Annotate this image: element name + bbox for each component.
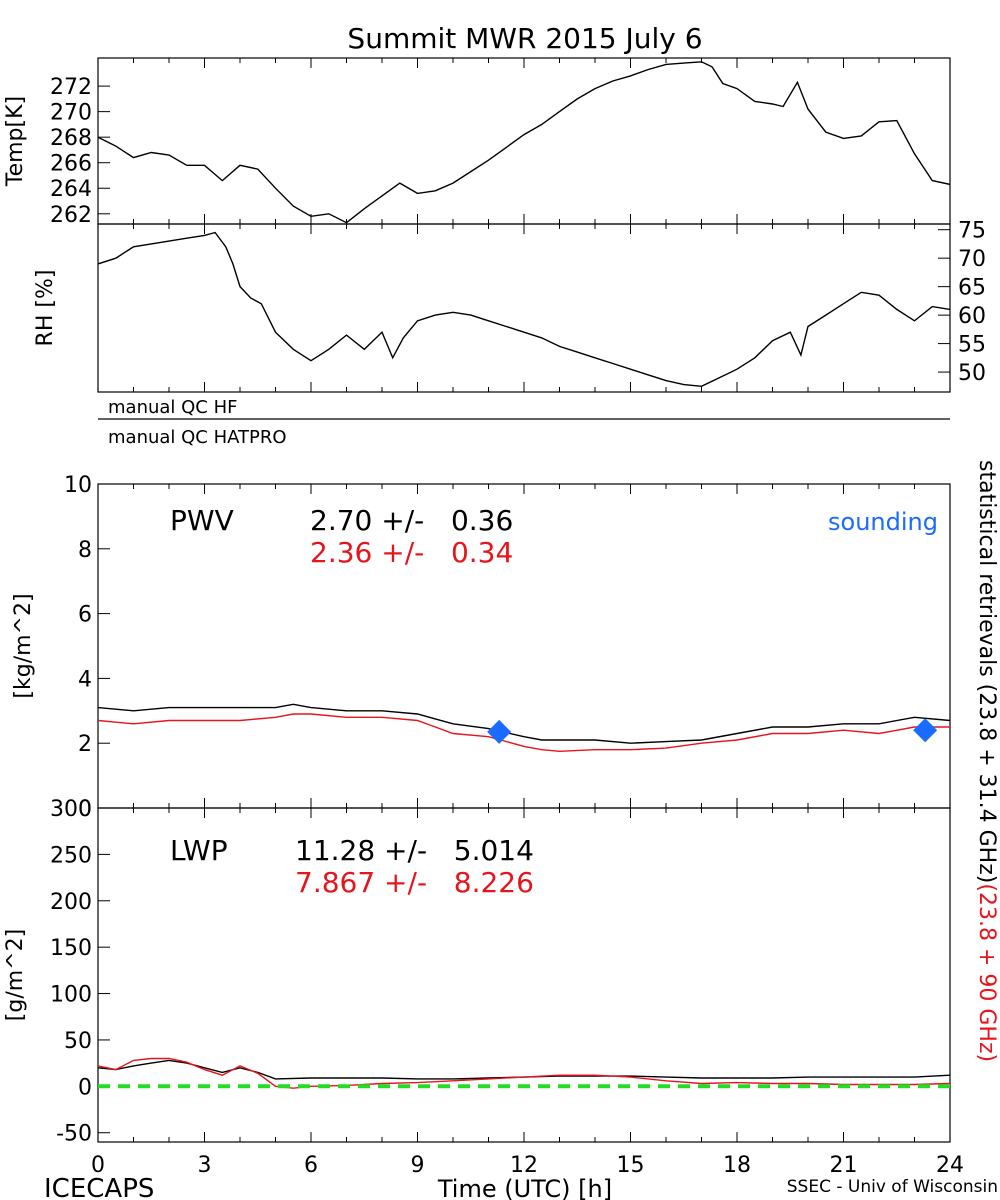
x-tick-label: 3 bbox=[198, 1153, 212, 1178]
pwv-series-0 bbox=[98, 703, 950, 744]
lwp-ytick-label: 200 bbox=[50, 890, 92, 915]
rh-ylabel: RH [%] bbox=[33, 270, 58, 347]
x-tick-label: 12 bbox=[510, 1153, 538, 1178]
lwp-ytick-label: 150 bbox=[50, 936, 92, 961]
right-axis-label-black: statistical retrievals (23.8 + 31.4 GHz) bbox=[974, 460, 999, 883]
lwp-ytick-label: 100 bbox=[50, 983, 92, 1008]
temp-ytick-label: 272 bbox=[50, 75, 92, 100]
x-axis-title: Time (UTC) [h] bbox=[437, 1175, 612, 1200]
pwv-ytick-label: 4 bbox=[78, 667, 92, 692]
x-tick-label: 9 bbox=[411, 1153, 425, 1178]
x-tick-label: 0 bbox=[91, 1153, 105, 1178]
pwv-panel: 0 2 4 6 8 10 [kg/m^2] bbox=[11, 473, 951, 822]
x-tick-label: 24 bbox=[936, 1153, 964, 1178]
right-axis-label: statistical retrievals (23.8 + 31.4 GHz)… bbox=[974, 460, 999, 1062]
temp-ytick-label: 262 bbox=[50, 203, 92, 228]
lwp-red-stat: 7.867 +/- 8.226 bbox=[295, 866, 534, 899]
footer-left: ICECAPS bbox=[44, 1174, 154, 1200]
temp-ytick-label: 266 bbox=[50, 152, 92, 177]
temp-series-0 bbox=[98, 61, 950, 224]
rh-series-0 bbox=[98, 231, 950, 388]
sounding-label: sounding bbox=[828, 508, 938, 536]
qc-label-hatpro: manual QC HATPRO bbox=[108, 427, 287, 448]
pwv-label: PWV bbox=[170, 504, 234, 537]
rh-frame bbox=[97, 223, 951, 393]
pwv-red-stat: 2.36 +/- 0.34 bbox=[310, 536, 513, 569]
temp-ytick-label: 270 bbox=[50, 101, 92, 126]
lwp-ytick-label: 0 bbox=[78, 1075, 92, 1100]
pwv-ytick-label: 6 bbox=[78, 603, 92, 628]
pwv-sounding-marker bbox=[913, 718, 938, 743]
rh-ytick-label: 75 bbox=[958, 219, 986, 244]
pwv-ytick-label: 10 bbox=[64, 473, 92, 498]
temp-ylabel: Temp[K] bbox=[3, 96, 28, 187]
lwp-ytick-label: 250 bbox=[50, 843, 92, 868]
lwp-series-1 bbox=[98, 1057, 950, 1089]
lwp-label: LWP bbox=[170, 834, 228, 867]
pwv-sounding-marker bbox=[487, 719, 512, 744]
rh-ytick-label: 55 bbox=[958, 333, 986, 358]
footer-right: SSEC - Univ of Wisconsin bbox=[787, 1177, 998, 1197]
temp-frame bbox=[97, 57, 951, 225]
rh-ytick-label: 65 bbox=[958, 276, 986, 301]
pwv-ytick-label: 8 bbox=[78, 538, 92, 563]
right-axis-label-red: (23.8 + 90 GHz) bbox=[974, 883, 999, 1062]
figure-title: Summit MWR 2015 July 6 bbox=[347, 22, 702, 55]
lwp-ytick-label: -50 bbox=[56, 1122, 92, 1147]
qc-label-hf: manual QC HF bbox=[108, 397, 237, 418]
pwv-series-1 bbox=[98, 713, 950, 753]
pwv-black-stat: 2.70 +/- 0.36 bbox=[310, 504, 513, 537]
pwv-ylabel: [kg/m^2] bbox=[11, 593, 36, 698]
lwp-ytick-label: 300 bbox=[50, 797, 92, 822]
qc-strip: manual QC HF manual QC HATPRO bbox=[98, 397, 950, 448]
x-tick-label: 18 bbox=[723, 1153, 751, 1178]
x-tick-label: 15 bbox=[617, 1153, 645, 1178]
pwv-ytick-label: 0 bbox=[78, 797, 92, 822]
rh-panel: 50 55 60 65 70 75 RH [%] bbox=[33, 219, 986, 393]
x-tick-label: 6 bbox=[304, 1153, 318, 1178]
lwp-ytick-label: 50 bbox=[64, 1029, 92, 1054]
lwp-ylabel: [g/m^2] bbox=[3, 929, 28, 1021]
x-tick-label: 21 bbox=[830, 1153, 858, 1178]
temp-ytick-label: 264 bbox=[50, 177, 92, 202]
rh-ytick-label: 70 bbox=[958, 247, 986, 272]
lwp-series-0 bbox=[98, 1059, 950, 1080]
lwp-black-stat: 11.28 +/- 5.014 bbox=[295, 834, 534, 867]
temp-ytick-label: 268 bbox=[50, 126, 92, 151]
rh-ytick-label: 50 bbox=[958, 361, 986, 386]
rh-ytick-label: 60 bbox=[958, 304, 986, 329]
pwv-ytick-label: 2 bbox=[78, 732, 92, 757]
